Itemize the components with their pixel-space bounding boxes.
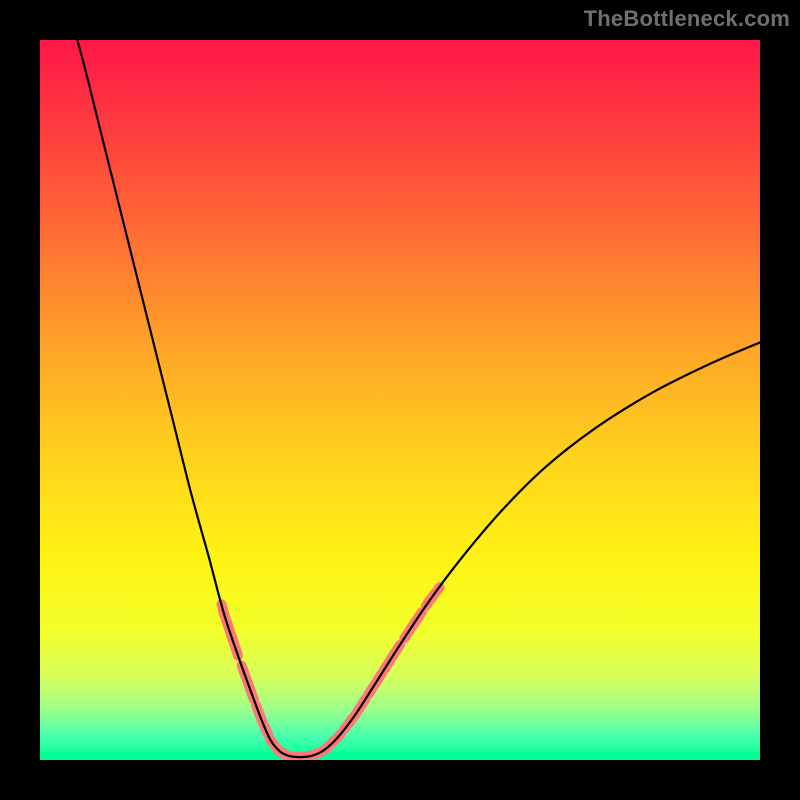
- watermark-text: TheBottleneck.com: [584, 6, 790, 32]
- green-floor-band: [40, 751, 760, 760]
- plot-area: [40, 40, 760, 760]
- plot-svg: [40, 40, 760, 760]
- chart-frame: TheBottleneck.com: [0, 0, 800, 800]
